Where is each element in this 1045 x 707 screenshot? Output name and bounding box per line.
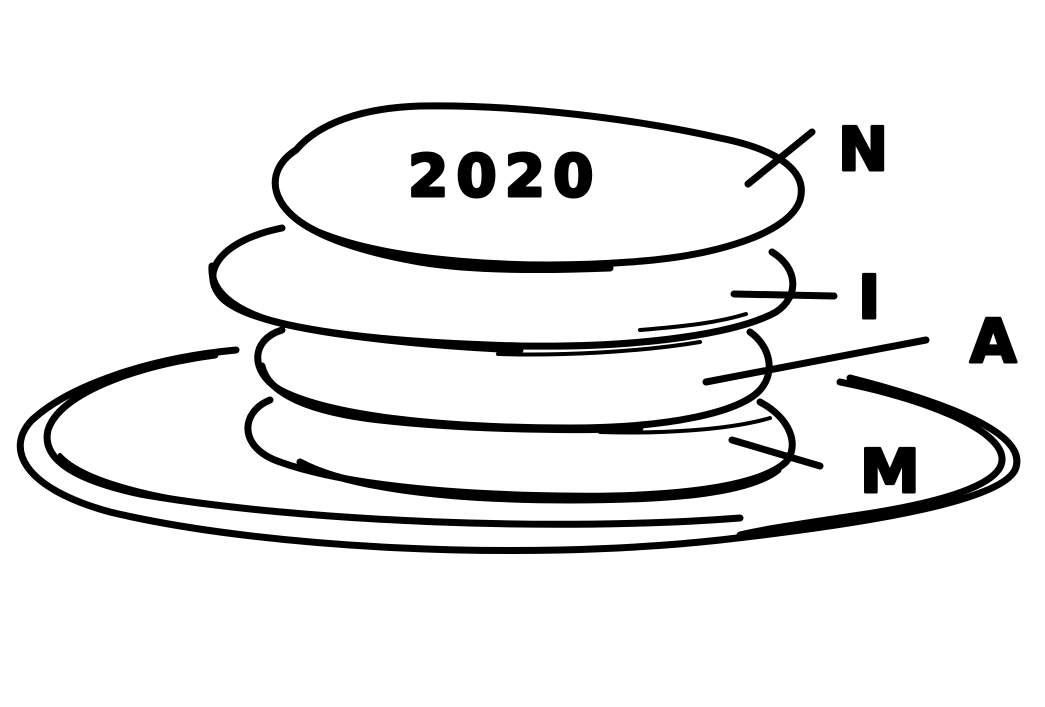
leader-line-a bbox=[702, 336, 930, 386]
year-label: 2020 bbox=[408, 142, 601, 210]
leader-line-i bbox=[730, 290, 838, 300]
plate bbox=[16, 346, 1021, 555]
label-n: N bbox=[838, 115, 888, 185]
leader-line-n bbox=[744, 128, 816, 188]
pancake-top: 2020 bbox=[271, 102, 805, 274]
label-i: I bbox=[858, 263, 880, 333]
pancake-second bbox=[208, 224, 797, 354]
pancake-third bbox=[254, 326, 773, 434]
leader-line-m bbox=[728, 436, 824, 470]
leader-lines bbox=[702, 128, 930, 470]
label-a: A bbox=[970, 307, 1017, 377]
label-m: M bbox=[860, 437, 920, 507]
